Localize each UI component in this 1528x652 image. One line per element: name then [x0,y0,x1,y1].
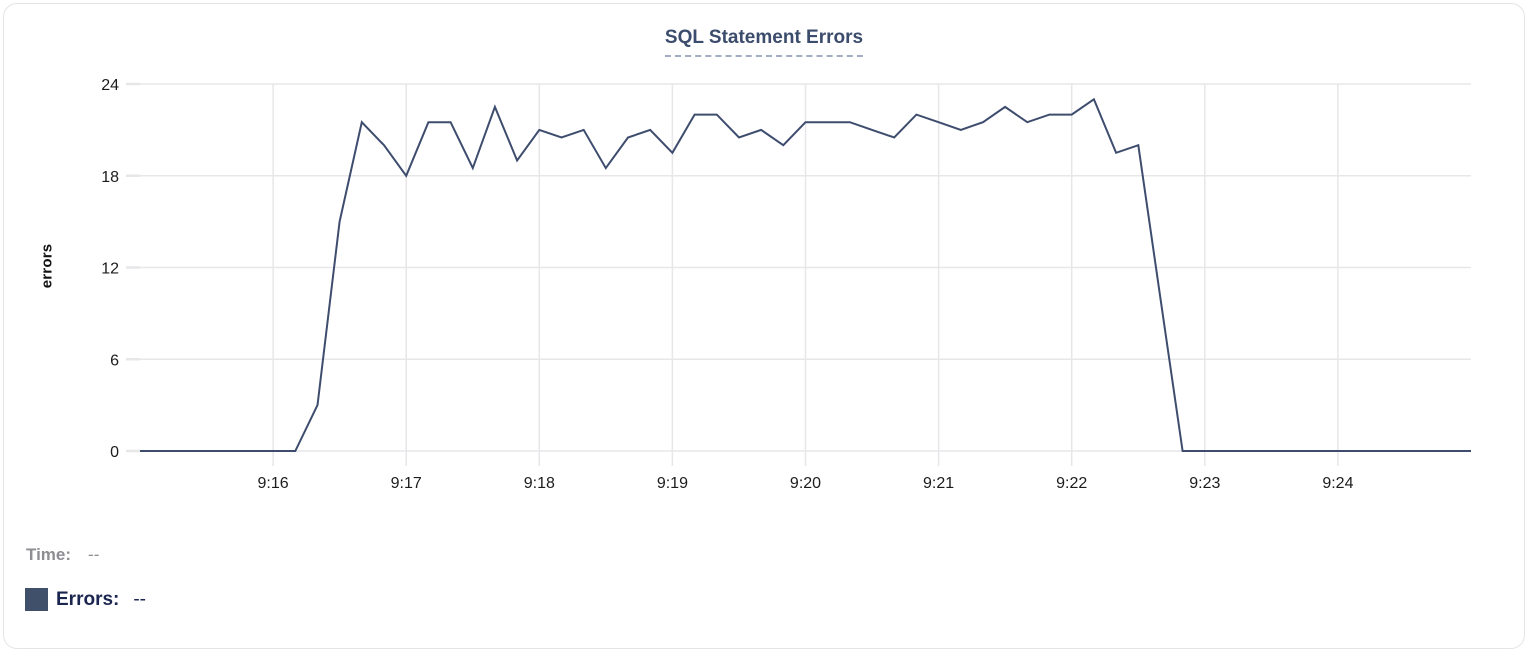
tooltip-time-label: Time: [26,545,72,564]
x-tick-label: 9:23 [1189,475,1220,492]
tooltip-time-row: Time: -- [26,545,99,565]
y-tick-label: 6 [110,352,119,369]
chart-plot-area[interactable]: 0 6 12 18 24 9:16 9:17 9:18 9:19 9:20 9:21 9:22 9:23… [0,0,1528,515]
errors-legend-row: Errors: -- [25,588,146,611]
x-tick-label: 9:17 [391,475,422,492]
x-tick-label: 9:20 [790,475,821,492]
x-tick-label: 9:21 [923,475,954,492]
x-tick-label: 9:24 [1322,475,1353,492]
y-tick-label: 24 [101,77,119,94]
x-tick-label: 9:18 [524,475,555,492]
x-tick-label: 9:22 [1056,475,1087,492]
errors-legend-swatch [25,588,48,611]
chart-card [3,3,1525,649]
y-tick-label: 0 [110,444,119,461]
tooltip-errors-value: -- [133,588,147,610]
chart-title[interactable]: SQL Statement Errors [664,27,864,57]
y-tick-label: 18 [101,169,119,186]
tooltip-errors-label: Errors: [56,588,120,610]
y-tick-label: 12 [101,261,119,278]
x-tick-label: 9:19 [657,475,688,492]
errors-line [140,97,1471,452]
tooltip-time-value: -- [88,545,100,564]
x-tick-label: 9:16 [258,475,289,492]
